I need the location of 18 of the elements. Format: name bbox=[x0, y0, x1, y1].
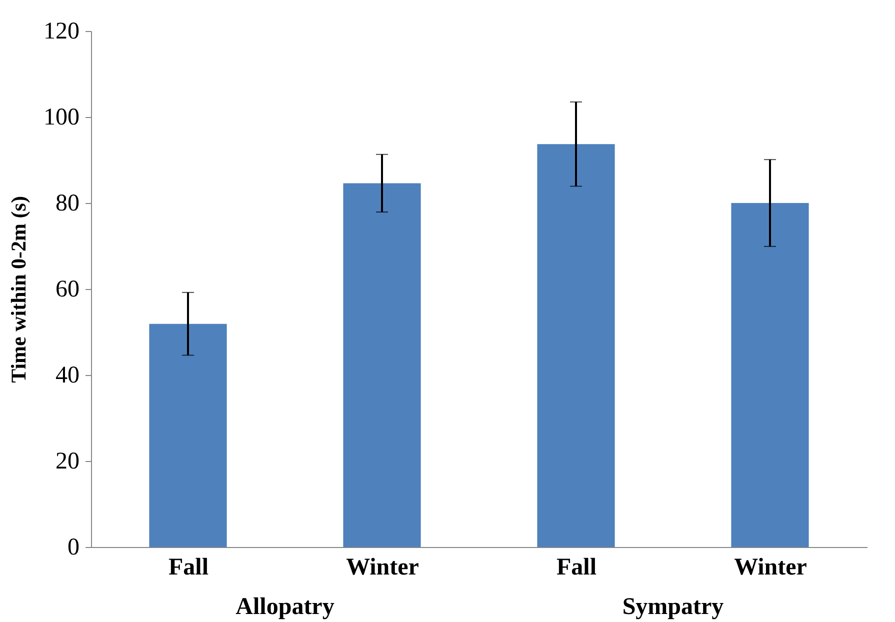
x-tick-label: Fall bbox=[556, 554, 597, 580]
bar bbox=[731, 203, 809, 547]
bar bbox=[149, 324, 227, 547]
x-tick-label: Fall bbox=[168, 554, 209, 580]
text: Allopatry bbox=[236, 594, 334, 620]
y-tick-label: 40 bbox=[56, 362, 80, 388]
x-tick-label: Winter bbox=[734, 554, 808, 580]
text: Sympatry bbox=[622, 594, 724, 620]
x-tick-label: Winter bbox=[346, 554, 420, 580]
y-axis-title: Time within 0-2m (s) bbox=[6, 196, 30, 383]
y-tick-label: 0 bbox=[68, 534, 80, 560]
y-tick-label: 100 bbox=[44, 104, 80, 130]
y-tick-label: 80 bbox=[56, 190, 80, 216]
y-tick-label: 120 bbox=[44, 18, 80, 44]
y-tick-label: 20 bbox=[56, 448, 80, 474]
bar bbox=[537, 144, 615, 547]
bar bbox=[343, 183, 421, 547]
y-tick-label: 60 bbox=[56, 276, 80, 302]
